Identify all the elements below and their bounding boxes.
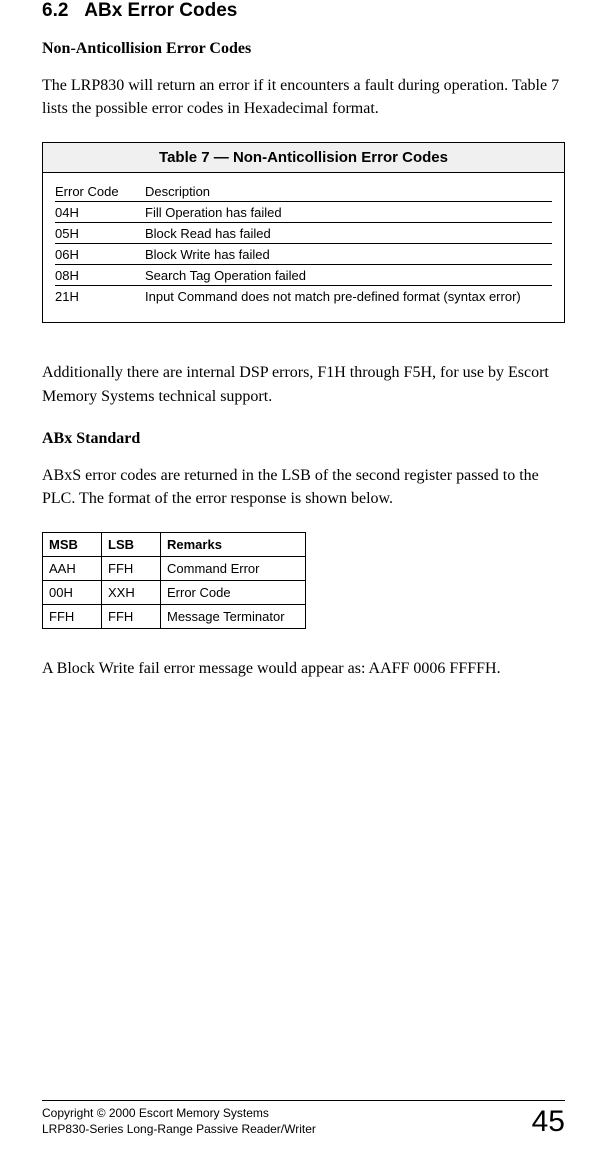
header-remarks: Remarks bbox=[161, 533, 306, 557]
error-desc-cell: Fill Operation has failed bbox=[145, 205, 552, 220]
error-desc-cell: Block Write has failed bbox=[145, 247, 552, 262]
footer-left: Copyright © 2000 Escort Memory Systems L… bbox=[42, 1105, 316, 1137]
error-code-cell: 04H bbox=[55, 205, 145, 220]
section-heading: 6.2 ABx Error Codes bbox=[42, 0, 565, 22]
error-desc-cell: Input Command does not match pre-defined… bbox=[145, 289, 552, 304]
subheading-abx-standard: ABx Standard bbox=[42, 430, 565, 448]
lsb-cell: XXH bbox=[102, 581, 161, 605]
table-row: 04H Fill Operation has failed bbox=[55, 202, 552, 223]
table-7-header-row: Error Code Description bbox=[55, 181, 552, 202]
error-code-cell: 21H bbox=[55, 289, 145, 304]
product-line: LRP830-Series Long-Range Passive Reader/… bbox=[42, 1121, 316, 1137]
table-row: 08H Search Tag Operation failed bbox=[55, 265, 552, 286]
msb-cell: AAH bbox=[43, 557, 102, 581]
copyright-line: Copyright © 2000 Escort Memory Systems bbox=[42, 1105, 316, 1121]
dsp-paragraph: Additionally there are internal DSP erro… bbox=[42, 361, 565, 407]
error-desc-cell: Search Tag Operation failed bbox=[145, 268, 552, 283]
table-7-header-code: Error Code bbox=[55, 184, 145, 199]
intro-paragraph: The LRP830 will return an error if it en… bbox=[42, 74, 565, 120]
error-code-cell: 08H bbox=[55, 268, 145, 283]
lsb-cell: FFH bbox=[102, 605, 161, 629]
remarks-cell: Error Code bbox=[161, 581, 306, 605]
table-row: AAH FFH Command Error bbox=[43, 557, 306, 581]
table-header-row: MSB LSB Remarks bbox=[43, 533, 306, 557]
msb-cell: FFH bbox=[43, 605, 102, 629]
response-format-table: MSB LSB Remarks AAH FFH Command Error 00… bbox=[42, 532, 306, 629]
lsb-cell: FFH bbox=[102, 557, 161, 581]
header-lsb: LSB bbox=[102, 533, 161, 557]
table-7-header-desc: Description bbox=[145, 184, 552, 199]
table-row: FFH FFH Message Terminator bbox=[43, 605, 306, 629]
abxs-paragraph: ABxS error codes are returned in the LSB… bbox=[42, 464, 565, 510]
subheading-nonanticollision: Non-Anticollision Error Codes bbox=[42, 40, 565, 58]
example-paragraph: A Block Write fail error message would a… bbox=[42, 657, 565, 680]
section-number: 6.2 bbox=[42, 0, 68, 21]
table-7-body: Error Code Description 04H Fill Operatio… bbox=[43, 173, 564, 322]
table-row: 00H XXH Error Code bbox=[43, 581, 306, 605]
table-7: Table 7 — Non-Anticollision Error Codes … bbox=[42, 142, 565, 323]
table-row: 21H Input Command does not match pre-def… bbox=[55, 286, 552, 306]
table-row: 05H Block Read has failed bbox=[55, 223, 552, 244]
error-code-cell: 06H bbox=[55, 247, 145, 262]
error-desc-cell: Block Read has failed bbox=[145, 226, 552, 241]
table-7-caption: Table 7 — Non-Anticollision Error Codes bbox=[43, 143, 564, 173]
page-number: 45 bbox=[532, 1107, 565, 1137]
remarks-cell: Message Terminator bbox=[161, 605, 306, 629]
header-msb: MSB bbox=[43, 533, 102, 557]
msb-cell: 00H bbox=[43, 581, 102, 605]
table-row: 06H Block Write has failed bbox=[55, 244, 552, 265]
error-code-cell: 05H bbox=[55, 226, 145, 241]
remarks-cell: Command Error bbox=[161, 557, 306, 581]
section-title-text: ABx Error Codes bbox=[84, 0, 237, 21]
page-content: 6.2 ABx Error Codes Non-Anticollision Er… bbox=[0, 0, 601, 1100]
page-footer: Copyright © 2000 Escort Memory Systems L… bbox=[42, 1100, 565, 1137]
